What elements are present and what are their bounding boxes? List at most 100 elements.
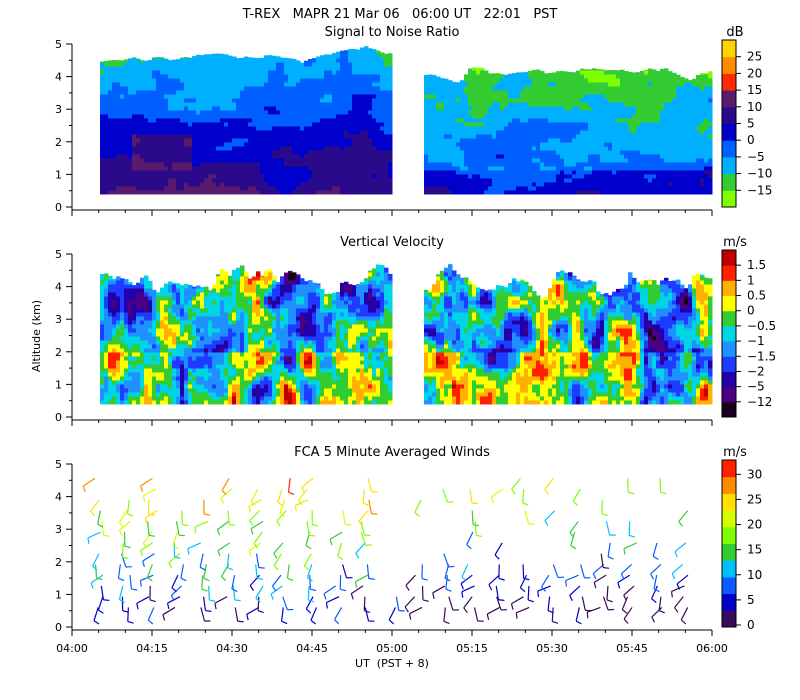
- heat-cell: [328, 97, 333, 103]
- heat-cell: [508, 125, 513, 131]
- heat-cell: [288, 161, 293, 167]
- heat-cell: [532, 113, 537, 119]
- heat-cell: [188, 145, 193, 151]
- heat-cell: [564, 173, 569, 179]
- heat-cell: [572, 81, 577, 87]
- heat-cell: [624, 101, 629, 107]
- heat-cell: [552, 149, 557, 155]
- heat-cell: [260, 165, 265, 171]
- heat-cell: [176, 177, 181, 183]
- heat-cell: [356, 173, 361, 179]
- heat-cell: [136, 161, 141, 167]
- heat-cell: [288, 101, 293, 107]
- heat-cell: [296, 145, 301, 151]
- heat-cell: [468, 89, 473, 95]
- heat-cell: [156, 105, 161, 111]
- heat-cell: [640, 165, 645, 171]
- heat-cell: [476, 169, 481, 175]
- heat-cell: [204, 149, 209, 155]
- heat-cell: [600, 133, 605, 139]
- heat-cell: [452, 97, 457, 103]
- heat-cell: [668, 149, 673, 155]
- heat-cell: [620, 109, 625, 115]
- heat-cell: [284, 101, 289, 107]
- heat-cell: [284, 65, 289, 71]
- heat-cell: [556, 81, 561, 87]
- heat-cell: [212, 61, 217, 67]
- heat-cell: [436, 133, 441, 139]
- heat-cell: [644, 133, 649, 139]
- heat-cell: [500, 93, 505, 99]
- heat-cell: [156, 85, 161, 91]
- heat-cell: [236, 141, 241, 147]
- heat-cell: [160, 109, 165, 115]
- heat-cell: [500, 133, 505, 139]
- heat-cell: [432, 129, 437, 135]
- heat-cell: [384, 121, 389, 127]
- heat-cell: [632, 145, 637, 151]
- heat-cell: [316, 101, 321, 107]
- heat-cell: [696, 93, 701, 99]
- heat-cell: [388, 93, 393, 99]
- heat-cell: [644, 149, 649, 155]
- heat-cell: [100, 105, 105, 111]
- heat-cell: [316, 157, 321, 163]
- heat-cell: [280, 141, 285, 147]
- heat-cell: [500, 153, 505, 159]
- heat-cell: [488, 177, 493, 183]
- heat-cell: [648, 185, 653, 191]
- heat-cell: [688, 81, 693, 87]
- heat-cell: [292, 149, 297, 155]
- heat-cell: [516, 165, 521, 171]
- heat-cell: [468, 133, 473, 139]
- heat-cell: [180, 57, 185, 63]
- heat-cell: [288, 77, 293, 83]
- heat-cell: [580, 81, 585, 87]
- heat-cell: [476, 121, 481, 127]
- heat-cell: [204, 145, 209, 151]
- heat-cell: [584, 89, 589, 95]
- heat-cell: [492, 141, 497, 147]
- heat-cell: [256, 113, 261, 119]
- heat-cell: [588, 165, 593, 171]
- heat-cell: [324, 133, 329, 139]
- heat-cell: [328, 129, 333, 135]
- heat-cell: [168, 165, 173, 171]
- heat-cell: [668, 145, 673, 151]
- heat-cell: [216, 165, 221, 171]
- heat-cell: [468, 177, 473, 183]
- heat-cell: [272, 69, 277, 75]
- heat-cell: [580, 77, 585, 83]
- heat-cell: [316, 81, 321, 87]
- heat-cell: [384, 81, 389, 87]
- heat-cell: [224, 89, 229, 95]
- heat-cell: [680, 76, 685, 79]
- heat-cell: [260, 77, 265, 83]
- heat-cell: [664, 89, 669, 95]
- heat-cell: [564, 109, 569, 115]
- heat-cell: [256, 141, 261, 147]
- heat-cell: [636, 113, 641, 119]
- heat-cell: [372, 93, 377, 99]
- heat-cell: [456, 149, 461, 155]
- heat-cell: [556, 185, 561, 191]
- heat-cell: [144, 77, 149, 83]
- heat-cell: [144, 173, 149, 179]
- heat-cell: [484, 133, 489, 139]
- heat-cell: [232, 117, 237, 123]
- heat-cell: [520, 173, 525, 179]
- heat-cell: [620, 121, 625, 127]
- heat-cell: [456, 89, 461, 95]
- heat-cell: [116, 351, 121, 357]
- heat-cell: [236, 113, 241, 119]
- heat-cell: [184, 125, 189, 131]
- heat-cell: [140, 61, 145, 67]
- heat-cell: [608, 109, 613, 115]
- heat-cell: [448, 145, 453, 151]
- heat-cell: [692, 125, 697, 131]
- heat-cell: [192, 169, 197, 175]
- heat-cell: [172, 189, 177, 195]
- heat-cell: [292, 161, 297, 167]
- vv-heatmap: [100, 264, 713, 405]
- heat-cell: [524, 149, 529, 155]
